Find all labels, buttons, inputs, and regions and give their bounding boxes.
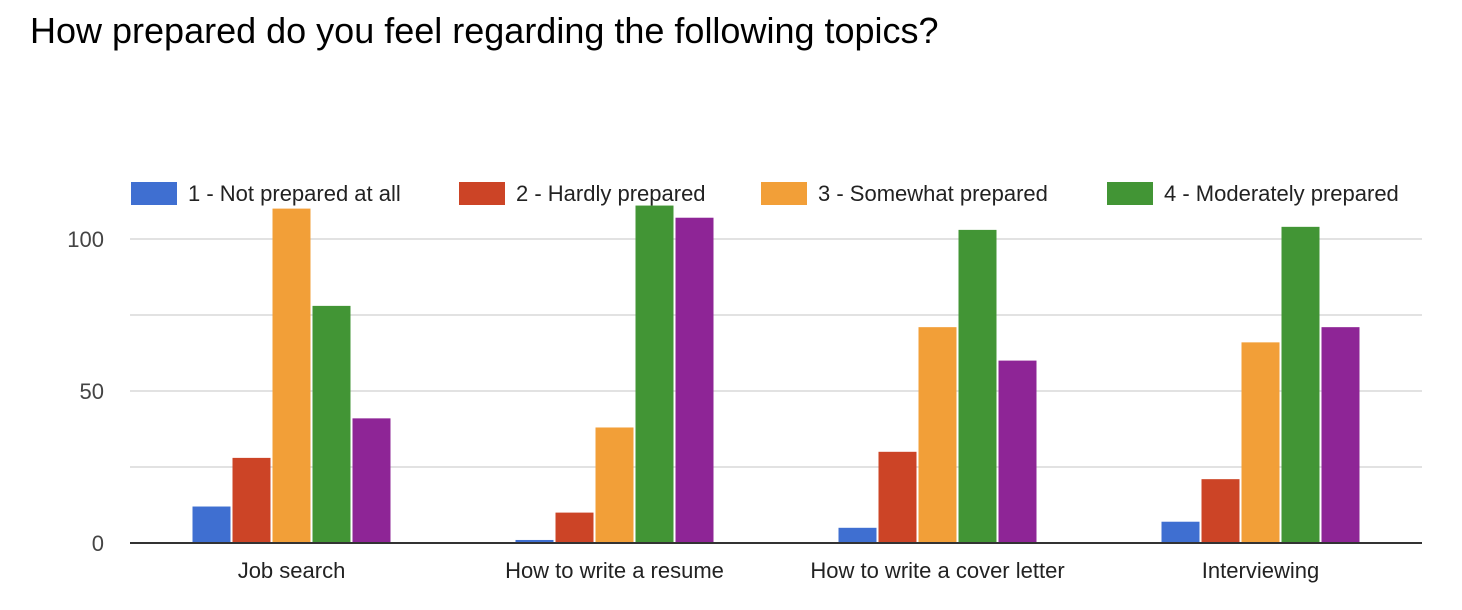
bar — [555, 512, 594, 543]
chart-title: How prepared do you feel regarding the f… — [30, 10, 939, 51]
y-tick-label: 0 — [92, 531, 104, 556]
bar — [515, 539, 554, 543]
bar — [675, 217, 714, 543]
bar — [1321, 327, 1360, 543]
legend-label: 2 - Hardly prepared — [516, 181, 706, 206]
bar — [1201, 479, 1240, 543]
bar — [958, 229, 997, 543]
legend-swatch — [131, 182, 177, 205]
legend-swatch — [1107, 182, 1153, 205]
bar — [635, 205, 674, 543]
bar — [595, 427, 634, 543]
axes: 0 50 100 Job search How to write a resume How… — [67, 227, 1422, 583]
bar — [192, 506, 231, 543]
y-tick-label: 50 — [80, 379, 104, 404]
bar — [1281, 226, 1320, 543]
x-category-label: Interviewing — [1202, 558, 1319, 583]
legend: 1 - Not prepared at all 2 - Hardly prepar… — [131, 181, 1399, 206]
bar — [272, 208, 311, 543]
legend-swatch — [459, 182, 505, 205]
bar — [1161, 521, 1200, 543]
x-category-label: How to write a resume — [505, 558, 724, 583]
legend-swatch — [761, 182, 807, 205]
bar — [918, 327, 957, 543]
legend-label: 4 - Moderately prepared — [1164, 181, 1399, 206]
legend-label: 1 - Not prepared at all — [188, 181, 401, 206]
x-category-label: How to write a cover letter — [810, 558, 1064, 583]
y-tick-label: 100 — [67, 227, 104, 252]
bar — [232, 457, 271, 543]
bar — [1241, 342, 1280, 543]
bar — [878, 451, 917, 543]
bars — [192, 205, 1360, 543]
bar — [998, 360, 1037, 543]
bar — [352, 418, 391, 543]
x-category-label: Job search — [238, 558, 346, 583]
bar — [838, 527, 877, 543]
legend-label: 3 - Somewhat prepared — [818, 181, 1048, 206]
bar — [312, 305, 351, 543]
